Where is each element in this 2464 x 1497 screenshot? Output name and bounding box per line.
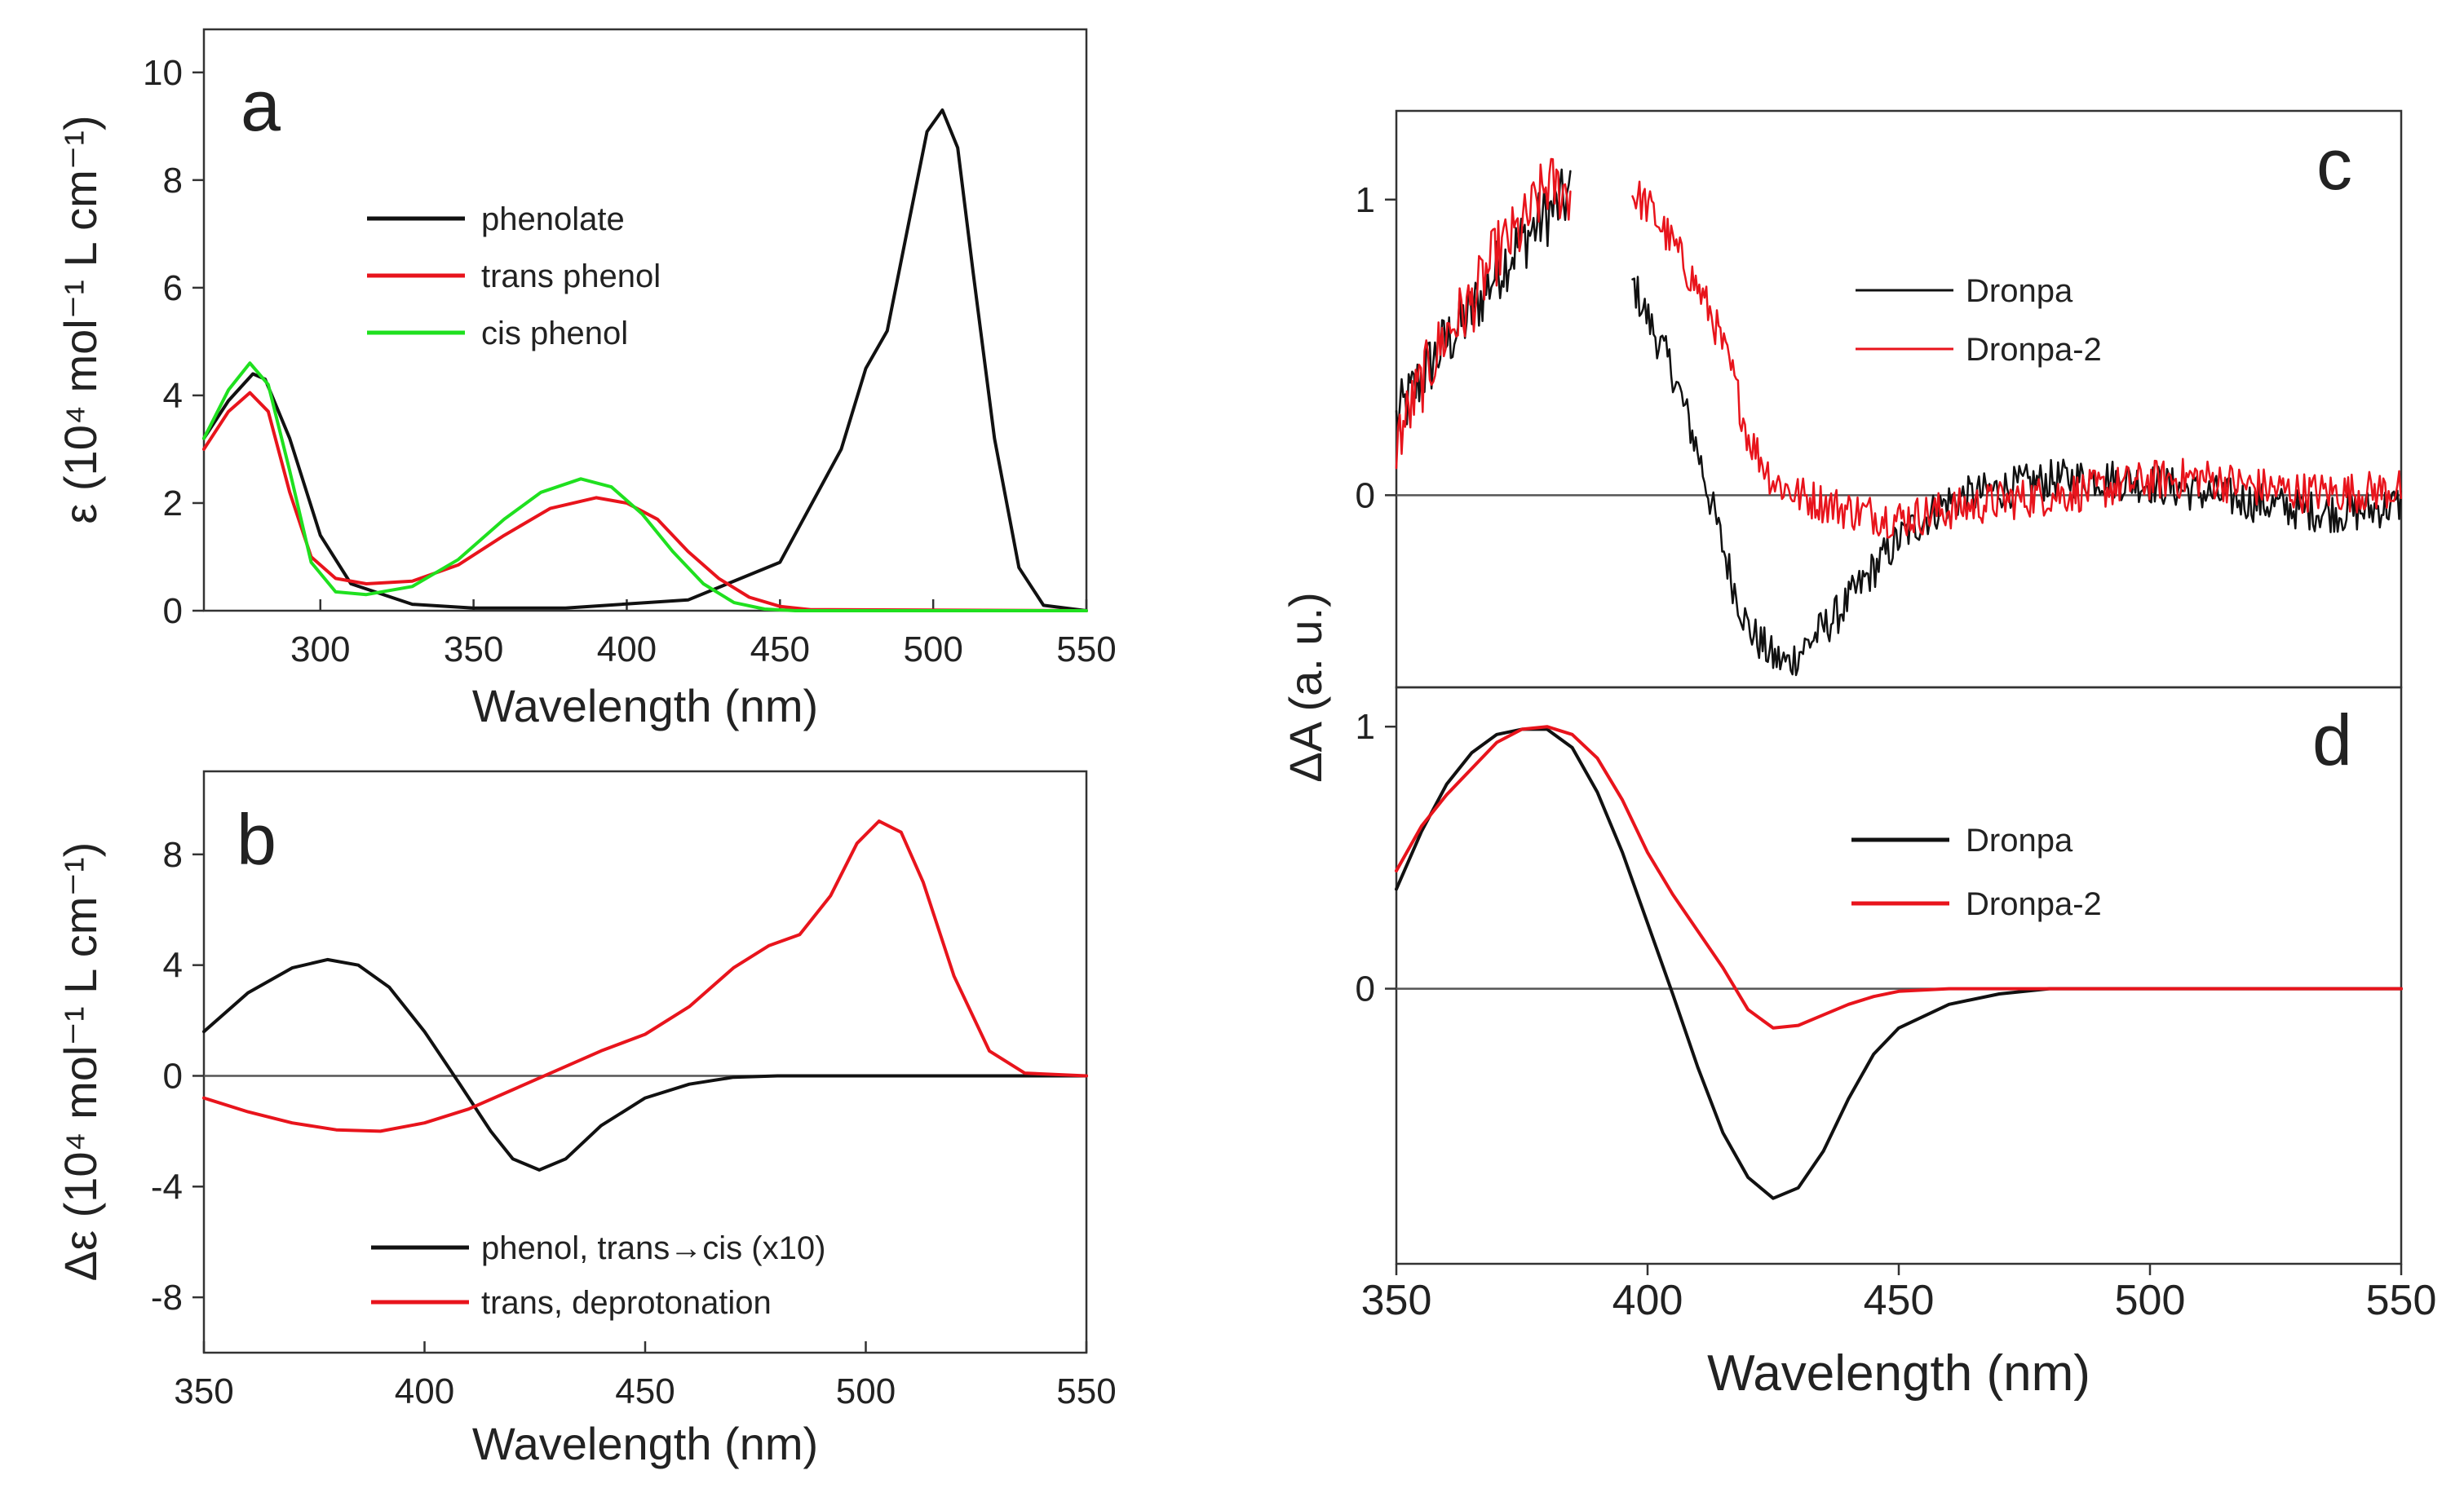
panel-c-plot: 01 (1356, 157, 2402, 677)
y-tick-label: 0 (1356, 969, 1375, 1009)
x-tick-label: 500 (836, 1371, 896, 1411)
legend-b-label-deprotonation: trans, deprotonation (481, 1285, 772, 1321)
panel-b: 350 400 450 500 550 -8 -4 0 4 8 b Wavelength (nm)… (55, 770, 1117, 1469)
legend-d-label-dronpa-2: Dronpa-2 (1966, 886, 2102, 922)
y-tick-label: -4 (151, 1167, 183, 1207)
x-tick-label: 300 (290, 629, 350, 669)
panel-d-plot: 350 400 450 500 550 0 1 (1356, 707, 2437, 1324)
series-line-phenolate (202, 108, 1088, 612)
legend-d-label-dronpa: Dronpa (1966, 823, 2073, 859)
x-tick-label: 350 (174, 1371, 233, 1411)
y-tick-label: 1 (1356, 180, 1375, 220)
series-line-dronpa-2 (1395, 725, 2403, 1030)
panel-a-letter: a (241, 65, 281, 146)
series-line-trans-phenol (202, 391, 1088, 612)
y-tick-label: 1 (1356, 707, 1375, 747)
panel-d-legend: Dronpa Dronpa-2 (1851, 823, 2102, 922)
x-tick-label: 350 (444, 629, 503, 669)
panel-b-legend: phenol, trans→cis (x10) trans, deprotona… (371, 1230, 825, 1321)
x-tick-label: 500 (2115, 1277, 2186, 1324)
panel-c-legend: Dronpa Dronpa-2 (1856, 273, 2102, 368)
x-tick-label: 500 (903, 629, 962, 669)
series-line-dronpa (1631, 276, 2402, 677)
panel-b-xlabel: Wavelength (nm) (472, 1418, 818, 1469)
y-tick-label: 4 (163, 376, 183, 416)
panel-c: 01 c Dronpa Dronpa-2 (1356, 109, 2403, 689)
series-line-phenol-trans-cis-x10 (202, 957, 1088, 1172)
legend-b-label-trans-cis: phenol, trans→cis (x10) (481, 1230, 825, 1266)
x-tick-label: 400 (1612, 1277, 1683, 1324)
legend-a-label-trans-phenol: trans phenol (481, 258, 661, 294)
panel-c-letter: c (2316, 124, 2352, 205)
y-tick-label: 4 (163, 946, 183, 986)
x-tick-label: 400 (395, 1371, 454, 1411)
series-line-dronpa-2 (1395, 157, 1572, 470)
series-line-cis-phenol (202, 361, 1088, 612)
x-tick-label: 450 (750, 629, 810, 669)
legend-a-label-phenolate: phenolate (481, 201, 625, 237)
y-tick-label: 0 (1356, 475, 1375, 515)
y-tick-label: 10 (143, 53, 183, 93)
panel-b-letter: b (237, 799, 276, 880)
series-line-dronpa (1395, 727, 2403, 1200)
panel-d: 350 400 450 500 550 0 1 d Wavelength (nm) Dron… (1356, 686, 2437, 1402)
x-tick-label: 550 (1056, 1371, 1116, 1411)
x-tick-label: 450 (615, 1371, 675, 1411)
legend-a-label-cis-phenol: cis phenol (481, 316, 628, 351)
panel-d-letter: d (2312, 700, 2352, 780)
x-tick-label: 450 (1864, 1277, 1935, 1324)
y-tick-label: -8 (151, 1278, 183, 1318)
legend-c-label-dronpa: Dronpa (1966, 273, 2073, 309)
panel-d-xlabel: Wavelength (nm) (1707, 1345, 2090, 1402)
panel-cd-ylabel: ΔA (a. u.) (1280, 592, 1331, 783)
y-tick-label: 0 (163, 591, 183, 631)
panel-b-plot: 350 400 450 500 550 -8 -4 0 4 8 (151, 819, 1117, 1411)
panel-b-ylabel: Δε (10⁴ mol⁻¹ L cm⁻¹) (55, 842, 106, 1282)
y-tick-label: 2 (163, 484, 183, 523)
x-tick-label: 400 (597, 629, 657, 669)
y-tick-label: 8 (163, 161, 183, 201)
x-tick-label: 550 (2366, 1277, 2437, 1324)
y-tick-label: 0 (163, 1056, 183, 1096)
panel-a-frame (202, 28, 1088, 612)
series-line-trans-deprotonation (202, 819, 1088, 1133)
panel-a-plot: 300 350 400 450 500 550 0 2 4 6 8 10 (143, 53, 1117, 669)
panel-a-legend: phenolate trans phenol cis phenol (367, 201, 661, 351)
series-line-dronpa-2 (1631, 180, 2402, 539)
x-tick-label: 350 (1361, 1277, 1432, 1324)
x-tick-label: 550 (1056, 629, 1116, 669)
y-tick-label: 8 (163, 835, 183, 875)
legend-c-label-dronpa-2: Dronpa-2 (1966, 332, 2102, 368)
panel-a-ylabel: ε (10⁴ mol⁻¹ L cm⁻¹) (55, 115, 106, 523)
y-tick-label: 6 (163, 268, 183, 308)
panel-a-xlabel: Wavelength (nm) (472, 680, 818, 731)
panel-a: 300 350 400 450 500 550 0 2 4 6 8 10 a Wavelength (… (55, 28, 1117, 731)
